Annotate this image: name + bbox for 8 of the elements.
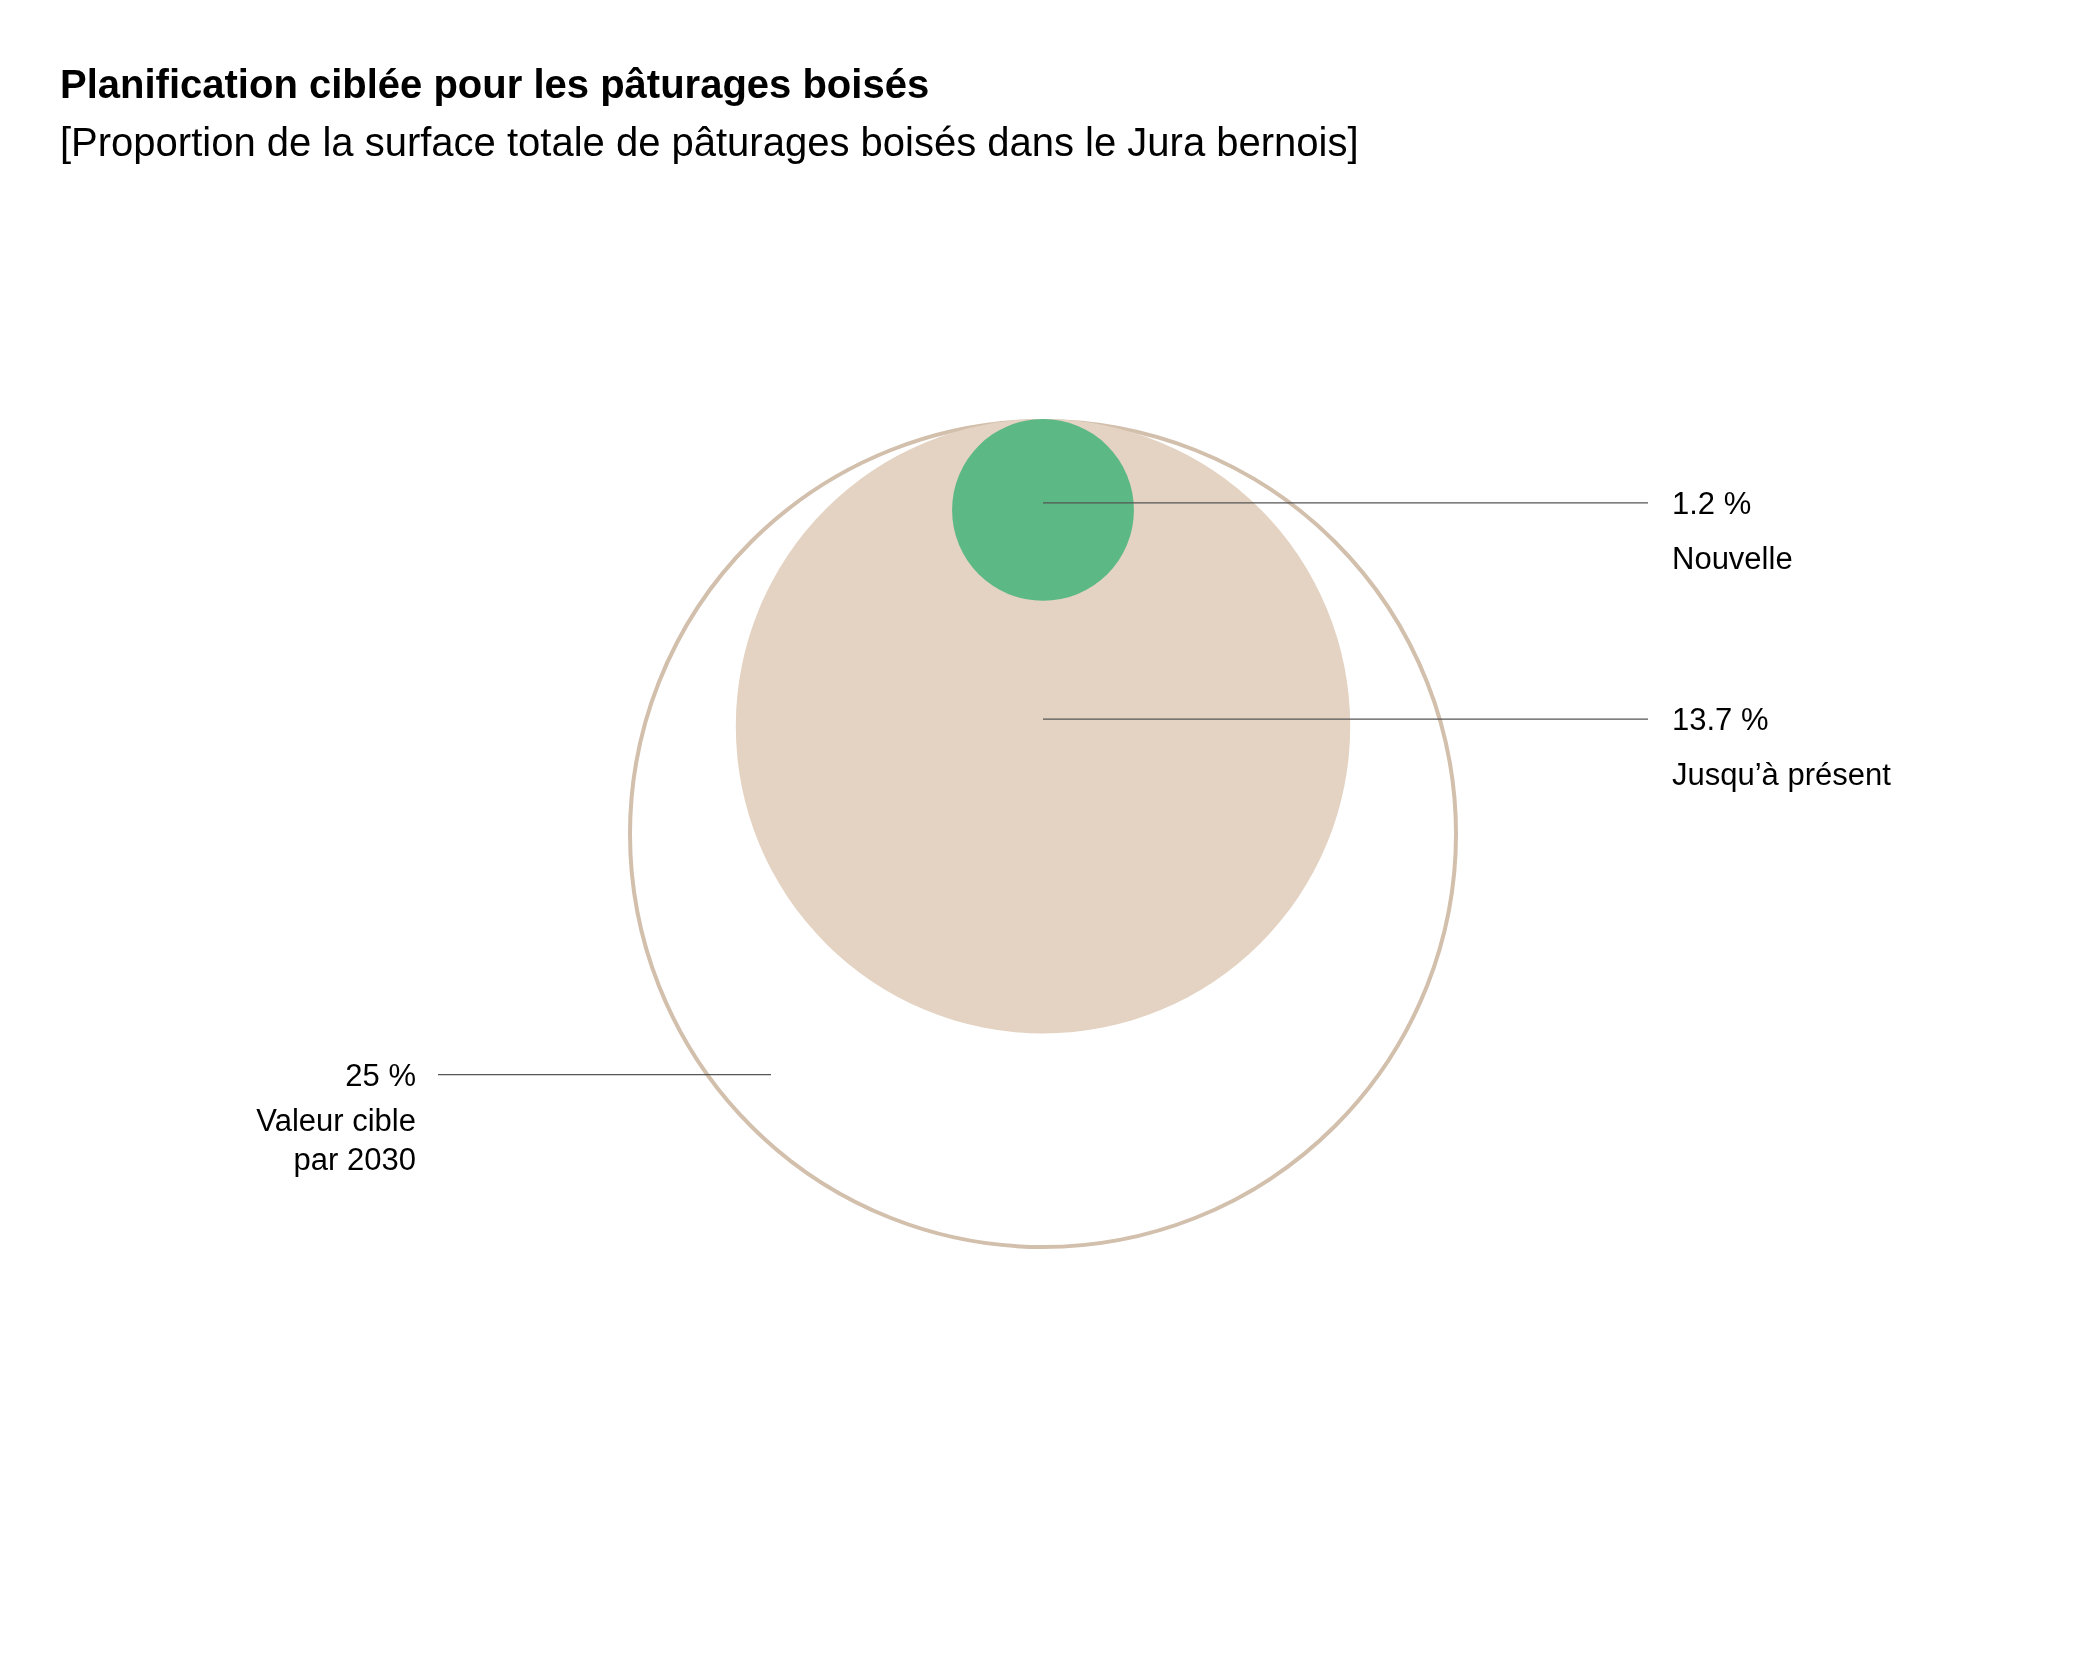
text: Planification ciblée pour les pâturages boisés [60, 62, 930, 106]
category-label: Nouvelle [1672, 540, 1793, 576]
category-label: Jusqu’à présent [1672, 757, 1892, 793]
text: [Proportion de la surface totale de pâturages boisés dans le Jura bernois] [60, 120, 1359, 164]
category-label: Valeur cible par 2030 [256, 1102, 416, 1177]
data-label: 13.7 % [1672, 702, 1769, 738]
data-label: 1.2 % [1672, 485, 1752, 521]
data-label: 25 % [345, 1057, 416, 1093]
